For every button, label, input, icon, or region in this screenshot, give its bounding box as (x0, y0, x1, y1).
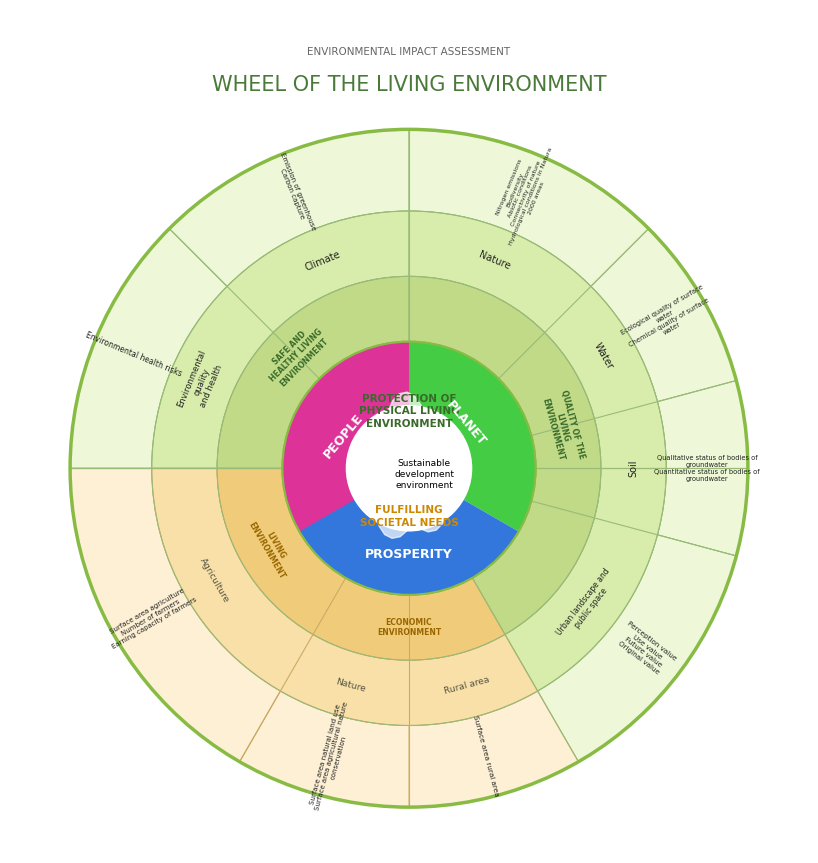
Wedge shape (409, 129, 649, 287)
Wedge shape (152, 211, 409, 469)
Wedge shape (70, 469, 748, 807)
Wedge shape (240, 691, 409, 807)
Text: Soil: Soil (628, 459, 639, 477)
Text: Nature: Nature (478, 249, 512, 272)
Wedge shape (217, 469, 505, 660)
Wedge shape (537, 535, 736, 762)
Wedge shape (299, 469, 519, 595)
Text: Rural area: Rural area (443, 675, 491, 696)
Text: Environmental
quality
and health: Environmental quality and health (176, 349, 227, 416)
Text: Surface area rural area: Surface area rural area (473, 715, 500, 797)
Wedge shape (409, 276, 601, 634)
Text: LIVING
ENVIRONMENT: LIVING ENVIRONMENT (247, 515, 295, 581)
Text: Urban landscape and
public space: Urban landscape and public space (555, 567, 620, 643)
Text: Qualitative status of bodies of
groundwater
Quantitative status of bodies of
gro: Qualitative status of bodies of groundwa… (654, 455, 760, 482)
Text: Water: Water (592, 341, 615, 371)
Text: Nature: Nature (335, 677, 367, 694)
Text: Environmental health risks: Environmental health risks (84, 331, 183, 378)
Wedge shape (658, 381, 748, 556)
Text: Agriculture: Agriculture (198, 557, 231, 604)
Text: WHEEL OF THE LIVING ENVIRONMENT: WHEEL OF THE LIVING ENVIRONMENT (212, 75, 606, 95)
Text: QUALITY OF THE
LIVING
ENVIRONMENT: QUALITY OF THE LIVING ENVIRONMENT (539, 389, 587, 465)
Wedge shape (591, 229, 736, 401)
Wedge shape (70, 469, 281, 762)
Wedge shape (409, 211, 666, 691)
Text: PEOPLE: PEOPLE (321, 412, 366, 462)
Text: Emission of greenhouse
Carbon capture: Emission of greenhouse Carbon capture (273, 152, 317, 234)
Text: Ecological quality of surface
water
Chemical quality of surface
water: Ecological quality of surface water Chem… (620, 284, 715, 355)
Wedge shape (346, 405, 472, 532)
Text: Sustainable
development
environment: Sustainable development environment (394, 459, 454, 490)
Wedge shape (409, 691, 578, 807)
Text: ENVIRONMENTAL IMPACT ASSESSMENT: ENVIRONMENTAL IMPACT ASSESSMENT (308, 47, 510, 57)
Text: Surface area natural land use
Surface area agricultural nature
conservation: Surface area natural land use Surface ar… (308, 699, 356, 813)
Text: PLANET: PLANET (443, 399, 488, 449)
Text: Surface area agriculture
Number of farmers
Earning capacity of farmers: Surface area agriculture Number of farme… (104, 584, 198, 650)
Wedge shape (346, 342, 536, 532)
Text: SAFE AND
HEALTHY LIVING
ENVIRONMENT: SAFE AND HEALTHY LIVING ENVIRONMENT (261, 320, 332, 391)
Polygon shape (361, 392, 455, 539)
Text: Climate: Climate (303, 249, 343, 273)
Wedge shape (152, 469, 537, 726)
Text: FULFILLING
SOCIETAL NEEDS: FULFILLING SOCIETAL NEEDS (360, 505, 458, 527)
Wedge shape (217, 276, 409, 469)
Wedge shape (169, 129, 409, 287)
Wedge shape (70, 129, 748, 469)
Text: Nitrogen emissions
Biodiversity
Abiotic conditions
Connectivity of nature
Hydrol: Nitrogen emissions Biodiversity Abiotic … (488, 138, 559, 248)
Text: PROSPERITY: PROSPERITY (365, 548, 453, 561)
Circle shape (282, 342, 536, 595)
Wedge shape (282, 342, 409, 595)
Wedge shape (70, 229, 227, 469)
Text: Perception value
Use value
Future value
Original value: Perception value Use value Future value … (614, 620, 677, 679)
Text: ECONOMIC
ENVIRONMENT: ECONOMIC ENVIRONMENT (377, 618, 441, 637)
Text: PROTECTION OF
PHYSICAL LIVING
ENVIRONMENT: PROTECTION OF PHYSICAL LIVING ENVIRONMEN… (358, 394, 460, 429)
